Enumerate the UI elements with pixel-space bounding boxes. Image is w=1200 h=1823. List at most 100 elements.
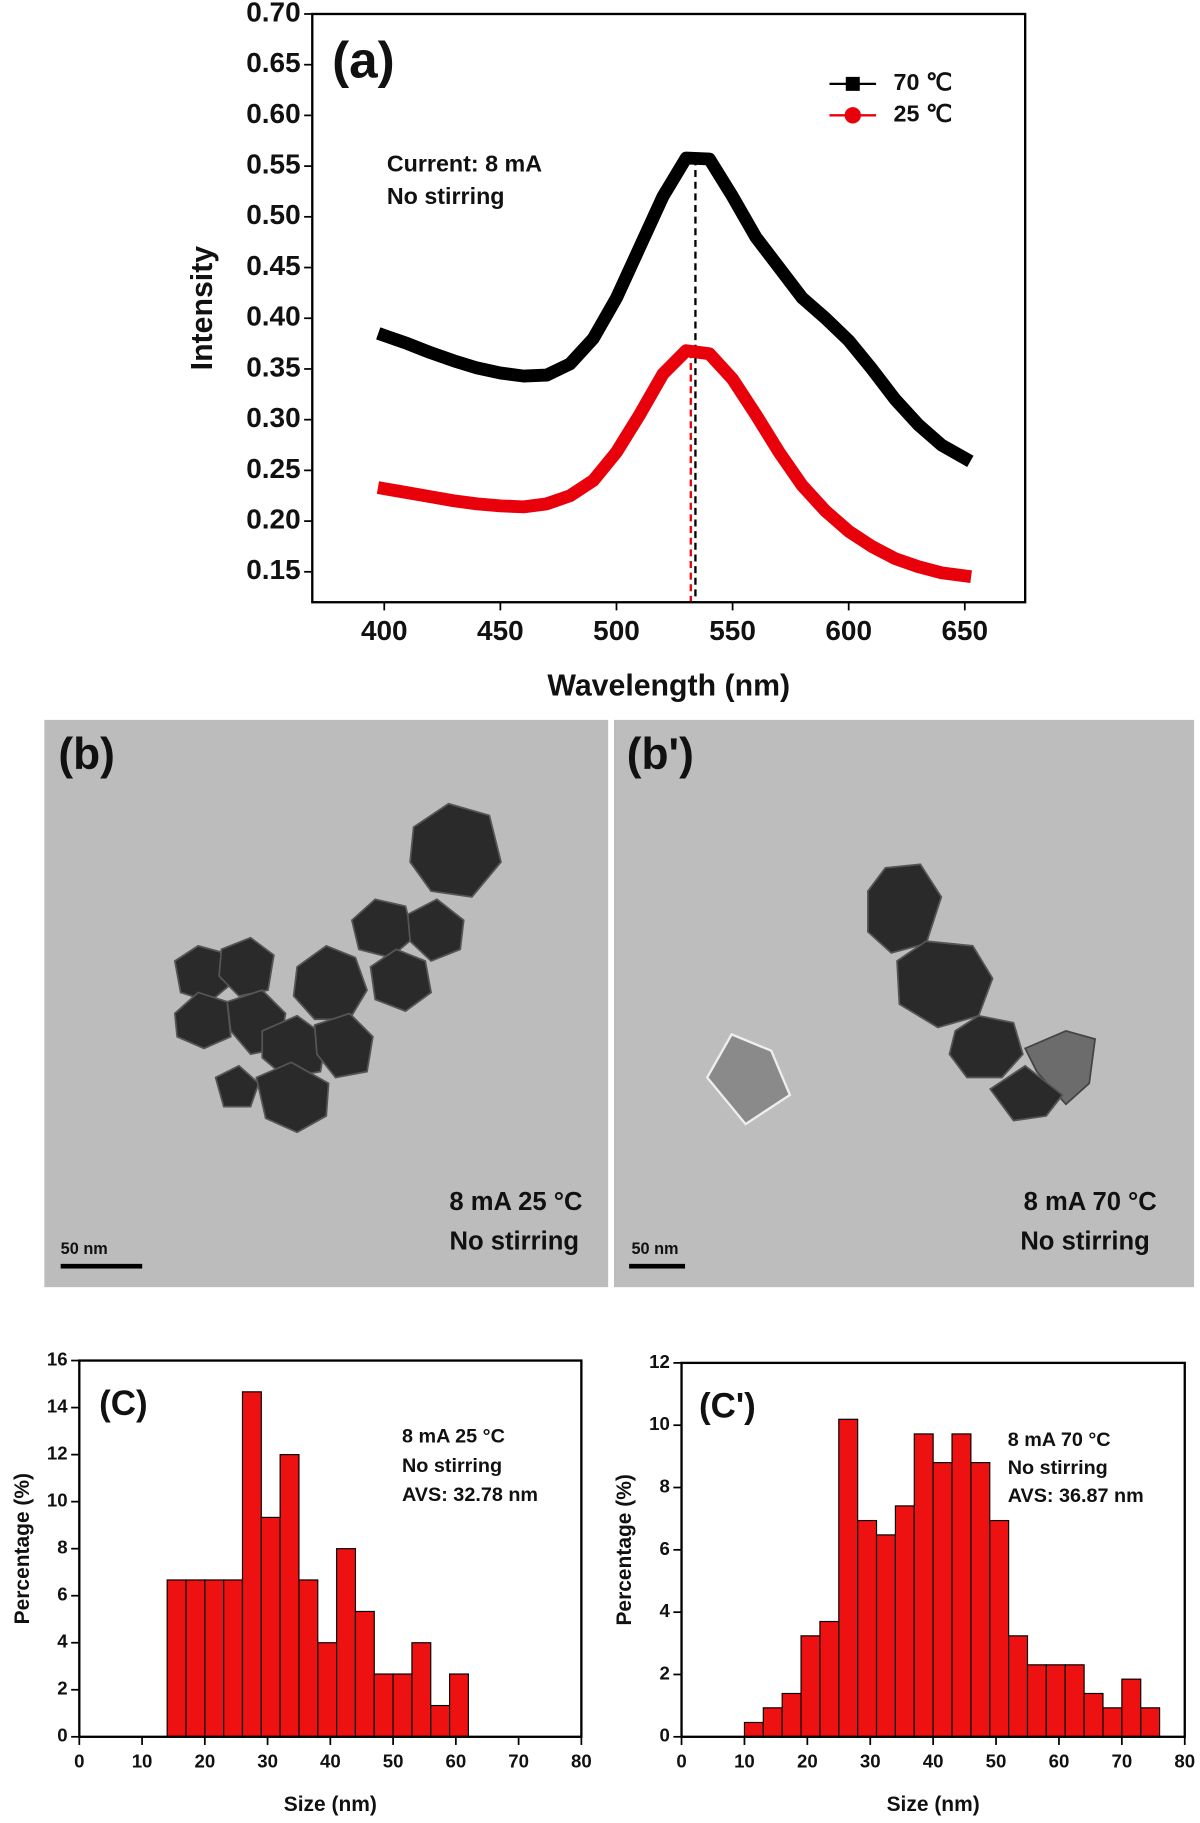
x-tick-label: 20 <box>194 1750 215 1771</box>
y-tick-label: 4 <box>660 1600 671 1621</box>
y-tick-label: 0.30 <box>246 402 300 433</box>
bar <box>1121 1678 1142 1738</box>
plot-frame <box>680 1361 1186 1738</box>
bar <box>781 1692 802 1738</box>
bar <box>1045 1664 1066 1738</box>
scale-bar-label: 50 nm <box>631 1240 678 1258</box>
y-tick-label: 0.60 <box>246 98 300 129</box>
y-axis-label: Intensity <box>186 246 219 371</box>
particle <box>261 1014 328 1079</box>
scale-bar-label: 50 nm <box>61 1240 108 1258</box>
annotation: AVS: 32.78 nm <box>402 1484 538 1506</box>
particle <box>867 863 943 954</box>
y-tick-label: 2 <box>57 1678 67 1699</box>
x-tick-label: 650 <box>941 615 988 646</box>
y-tick-label: 0.35 <box>246 351 300 382</box>
x-tick-label: 70 <box>1111 1750 1132 1771</box>
annotation: No stirring <box>387 183 505 209</box>
x-tick-label: 400 <box>361 615 408 646</box>
bar <box>430 1704 451 1738</box>
y-tick-label: 0.65 <box>246 47 300 78</box>
y-axis-label: Percentage (%) <box>11 1473 34 1624</box>
annotation: No stirring <box>402 1455 502 1477</box>
bar <box>448 1673 469 1738</box>
bar <box>223 1579 244 1738</box>
legend-marker <box>844 107 861 124</box>
x-tick-label: 50 <box>986 1750 1007 1771</box>
x-tick-label: 20 <box>797 1750 818 1771</box>
bar <box>166 1579 187 1738</box>
annotation: No stirring <box>1020 1228 1149 1256</box>
bar <box>411 1642 432 1738</box>
x-axis-label: Wavelength (nm) <box>547 669 790 702</box>
annotation: 8 mA 70 °C <box>1008 1429 1111 1451</box>
bar <box>1026 1664 1047 1738</box>
particle <box>313 1012 374 1079</box>
y-axis-label: Percentage (%) <box>613 1474 636 1625</box>
y-tick-label: 0.70 <box>246 0 300 27</box>
legend-marker <box>845 76 860 91</box>
bar <box>951 1433 972 1738</box>
annotation: 8 mA 70 °C <box>1024 1188 1157 1216</box>
bar <box>800 1635 821 1738</box>
bar <box>989 1519 1010 1738</box>
panel-label: (C') <box>699 1387 756 1426</box>
y-tick-label: 4 <box>57 1631 68 1652</box>
bar <box>743 1721 764 1738</box>
x-tick-label: 30 <box>860 1750 881 1771</box>
bar <box>1008 1635 1029 1738</box>
x-tick-label: 60 <box>1049 1750 1070 1771</box>
tem-panel-b: (b) 50 nm 8 mA 25 °C No stirring <box>44 719 609 1288</box>
bar <box>204 1579 225 1738</box>
annotation: No stirring <box>1008 1457 1108 1479</box>
legend-label: 25 ℃ <box>894 100 953 126</box>
series-line <box>376 151 974 467</box>
particle <box>896 940 994 1029</box>
scale-bar <box>629 1263 686 1269</box>
x-tick-label: 10 <box>734 1750 755 1771</box>
x-axis-label: Size (nm) <box>887 1793 980 1816</box>
line-chart: 0.15 0.20 0.25 0.30 0.35 0.40 0.45 0.50 0.55 0.60… <box>186 0 1027 702</box>
bar <box>857 1519 878 1738</box>
y-tick-label: 0.45 <box>246 250 300 281</box>
x-tick-label: 50 <box>383 1750 404 1771</box>
particle <box>173 991 232 1050</box>
panel-label: (C) <box>99 1384 148 1423</box>
y-tick-label: 14 <box>47 1396 68 1417</box>
particle <box>255 1061 330 1134</box>
plot-frame <box>78 1359 583 1738</box>
y-tick-label: 6 <box>660 1538 670 1559</box>
particle <box>406 898 465 963</box>
y-tick-label: 0 <box>57 1725 67 1746</box>
bar <box>260 1516 281 1738</box>
bar <box>875 1534 896 1738</box>
bar <box>354 1610 375 1738</box>
y-tick-label: 0.15 <box>246 554 300 585</box>
x-tick-label: 40 <box>320 1750 341 1771</box>
y-tick-label: 0.50 <box>246 199 300 230</box>
x-tick-label: 600 <box>825 615 872 646</box>
bar <box>392 1673 413 1738</box>
annotation: No stirring <box>450 1228 579 1256</box>
particle <box>218 936 275 997</box>
x-tick-label: 80 <box>571 1750 592 1771</box>
x-tick-label: 60 <box>445 1750 466 1771</box>
y-tick-label: 16 <box>47 1348 68 1369</box>
y-tick-label: 0.55 <box>246 149 300 180</box>
x-axis-label: Size (nm) <box>284 1793 377 1816</box>
scale-bar <box>60 1263 143 1269</box>
bar <box>1102 1707 1123 1738</box>
x-tick-label: 40 <box>923 1750 944 1771</box>
tem-panel-b-prime: (b') 50 nm 8 mA 70 °C No stirring <box>613 719 1195 1288</box>
y-tick-label: 10 <box>649 1413 670 1434</box>
bar <box>894 1505 915 1738</box>
x-tick-label: 10 <box>132 1750 153 1771</box>
y-tick-label: 2 <box>660 1662 670 1683</box>
panel-label: (b) <box>58 730 115 779</box>
y-tick-label: 0.20 <box>246 503 300 534</box>
y-tick-label: 0 <box>660 1725 670 1746</box>
annotation: Current: 8 mA <box>387 151 542 177</box>
bar <box>838 1418 859 1738</box>
